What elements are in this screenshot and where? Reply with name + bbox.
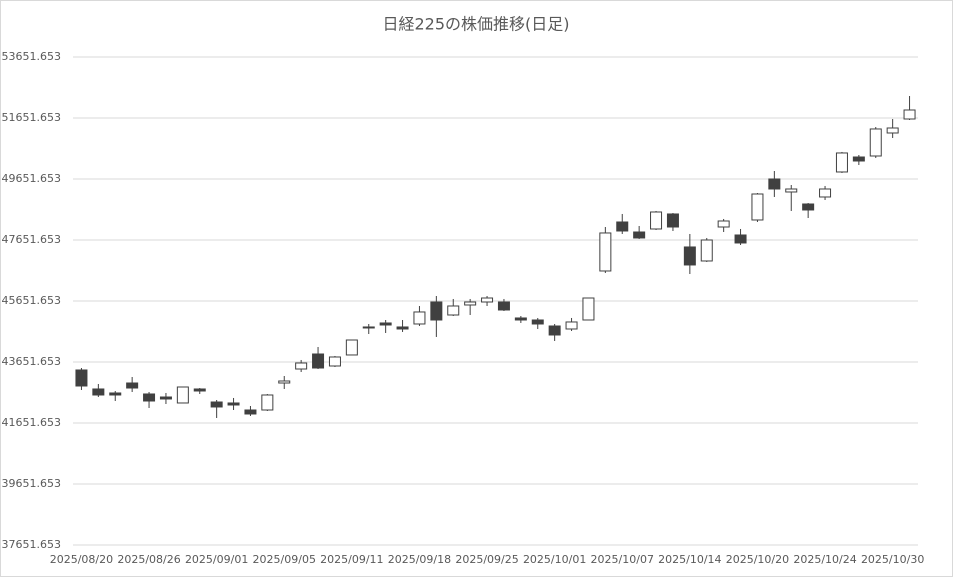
candle-body — [886, 127, 899, 134]
candle-body — [514, 317, 527, 321]
x-tick-label: 2025/08/26 — [117, 553, 180, 566]
candle-body — [869, 128, 882, 157]
candle-body — [159, 396, 172, 400]
x-tick-label: 2025/09/18 — [388, 553, 451, 566]
candle-body — [802, 203, 815, 211]
candle-body — [379, 322, 392, 326]
candle-body — [176, 386, 189, 404]
candle-body — [193, 388, 206, 392]
candle-body — [497, 301, 510, 311]
y-tick-label: 53651.653 — [2, 50, 62, 63]
chart-title: 日経225の株価推移(日足) — [382, 15, 569, 34]
candle-body — [666, 213, 679, 228]
candle-body — [109, 392, 122, 396]
x-tick-label: 2025/10/01 — [523, 553, 586, 566]
x-tick-label: 2025/10/20 — [726, 553, 789, 566]
candle-body — [464, 301, 477, 306]
candle-body — [819, 188, 832, 198]
candle-body — [227, 402, 240, 406]
x-tick-label: 2025/10/14 — [658, 553, 721, 566]
y-tick-label: 47651.653 — [2, 233, 62, 246]
candle-body — [717, 220, 730, 228]
x-tick-label: 2025/09/05 — [253, 553, 316, 566]
x-tick-label: 2025/10/24 — [793, 553, 856, 566]
candle-body — [785, 188, 798, 193]
candle-body — [903, 109, 916, 120]
x-tick-label: 2025/10/07 — [591, 553, 654, 566]
candle-body — [261, 394, 274, 411]
candle-body — [75, 369, 88, 387]
candle-body — [835, 152, 848, 173]
candle-body — [481, 297, 494, 303]
candle-body — [548, 325, 561, 336]
candle-body — [143, 393, 156, 402]
candle-body — [126, 382, 139, 389]
x-tick-label: 2025/09/01 — [185, 553, 248, 566]
x-tick-label: 2025/10/30 — [861, 553, 924, 566]
candle-body — [531, 319, 544, 325]
candle-body — [582, 297, 595, 321]
x-tick-label: 2025/09/25 — [455, 553, 518, 566]
x-tick-label: 2025/08/20 — [50, 553, 113, 566]
candle-body — [244, 409, 257, 415]
candle-body — [852, 156, 865, 162]
y-tick-label: 51651.653 — [2, 111, 62, 124]
candle-body — [345, 339, 358, 356]
candle-body — [650, 211, 663, 230]
candle-body — [278, 380, 291, 384]
y-tick-label: 39651.653 — [2, 477, 62, 490]
candle-body — [633, 231, 646, 239]
candle-body — [751, 193, 764, 221]
candle-body — [599, 232, 612, 272]
candle-body — [396, 326, 409, 330]
candle-body — [768, 178, 781, 190]
candle-body — [447, 305, 460, 316]
candle-body — [616, 221, 629, 232]
y-tick-label: 37651.653 — [2, 538, 62, 551]
candle-body — [92, 388, 105, 396]
candle-body — [295, 362, 308, 370]
y-tick-label: 49651.653 — [2, 172, 62, 185]
candle-body — [565, 321, 578, 330]
candle-body — [430, 301, 443, 321]
y-tick-label: 45651.653 — [2, 294, 62, 307]
candle-body — [210, 401, 223, 408]
candle-body — [700, 239, 713, 262]
candle-body — [413, 311, 426, 325]
candle-body — [328, 356, 341, 367]
candle-body — [734, 234, 747, 244]
y-tick-label: 43651.653 — [2, 355, 62, 368]
candle-body — [683, 246, 696, 266]
candle-body — [362, 326, 375, 329]
candle-body — [312, 353, 325, 369]
y-tick-label: 41651.653 — [2, 416, 62, 429]
x-tick-label: 2025/09/11 — [320, 553, 383, 566]
